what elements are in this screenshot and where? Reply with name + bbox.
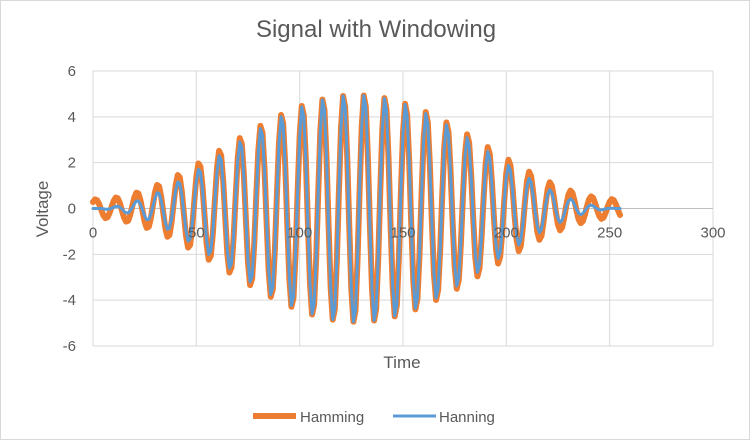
legend-item-hanning[interactable]: Hanning (393, 409, 495, 426)
y-tick-label: 6 (68, 63, 76, 80)
series-layer (90, 92, 623, 325)
y-tick-labels: -6 -4 -2 0 2 4 6 (63, 63, 76, 355)
x-tick-label: 250 (597, 225, 622, 242)
y-tick-label: -6 (63, 338, 76, 355)
x-tick-label: 0 (89, 225, 97, 242)
legend: Hamming Hanning (253, 409, 495, 426)
legend-label-hanning: Hanning (439, 409, 495, 426)
x-tick-label: 300 (700, 225, 725, 242)
x-tick-label: 150 (390, 225, 415, 242)
x-tick-label: 50 (188, 225, 205, 242)
x-tick-label: 100 (287, 225, 312, 242)
legend-item-hamming[interactable]: Hamming (253, 409, 364, 426)
series-line-hanning (91, 94, 622, 324)
chart-title: Signal with Windowing (256, 16, 496, 43)
x-axis-label: Time (383, 353, 420, 372)
y-axis-label: Voltage (33, 181, 52, 238)
y-tick-label: 2 (68, 155, 76, 172)
y-tick-label: -2 (63, 246, 76, 263)
x-tick-label: 200 (494, 225, 519, 242)
y-tick-label: 0 (68, 201, 76, 218)
legend-label-hamming: Hamming (300, 409, 364, 426)
y-tick-label: 4 (68, 109, 76, 126)
x-tick-labels: 0 50 100 150 200 250 300 (89, 225, 726, 242)
y-tick-label: -4 (63, 292, 76, 309)
